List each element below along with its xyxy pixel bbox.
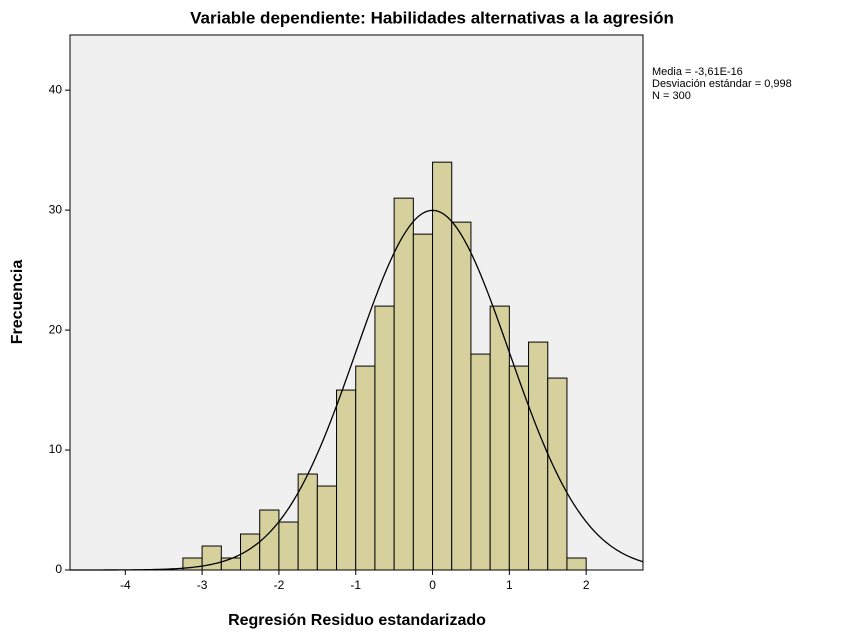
x-tick-label: -4 bbox=[120, 578, 131, 592]
bar bbox=[528, 341, 549, 571]
chart-title: Variable dependiente: Habilidades altern… bbox=[190, 8, 674, 27]
x-tick-label: -3 bbox=[197, 578, 208, 592]
bar bbox=[451, 221, 472, 571]
bar bbox=[374, 305, 395, 571]
normal-curve bbox=[69, 209, 644, 571]
y-tick-label: 30 bbox=[49, 202, 63, 216]
stat-sd: Desviación estándar = 0,998 bbox=[652, 78, 792, 90]
bar bbox=[316, 485, 338, 571]
stat-mean: Media = -3,61E-16 bbox=[652, 66, 743, 78]
bar bbox=[220, 557, 242, 571]
x-tick-label: 0 bbox=[429, 578, 436, 592]
y-tick-label: 40 bbox=[49, 82, 63, 96]
plot-border bbox=[69, 34, 644, 571]
bar bbox=[412, 233, 434, 571]
bar bbox=[393, 197, 414, 571]
bar bbox=[278, 521, 299, 571]
bar bbox=[566, 557, 587, 571]
bar bbox=[240, 533, 261, 571]
stat-n: N = 300 bbox=[652, 90, 691, 102]
y-axis-label: Frecuencia bbox=[9, 260, 26, 345]
bar bbox=[470, 353, 491, 571]
y-tick-label: 0 bbox=[55, 562, 62, 576]
bar bbox=[432, 161, 453, 571]
x-tick-label: -2 bbox=[274, 578, 285, 592]
x-tick-label: 1 bbox=[506, 578, 513, 592]
y-tick-label: 10 bbox=[49, 442, 63, 456]
bar bbox=[355, 365, 376, 571]
y-tick-label: 20 bbox=[49, 322, 63, 336]
bar bbox=[201, 545, 222, 571]
bar bbox=[336, 389, 357, 571]
x-tick-label: 2 bbox=[583, 578, 590, 592]
x-axis-label: Regresión Residuo estandarizado bbox=[228, 612, 486, 629]
x-tick-label: -1 bbox=[350, 578, 361, 592]
